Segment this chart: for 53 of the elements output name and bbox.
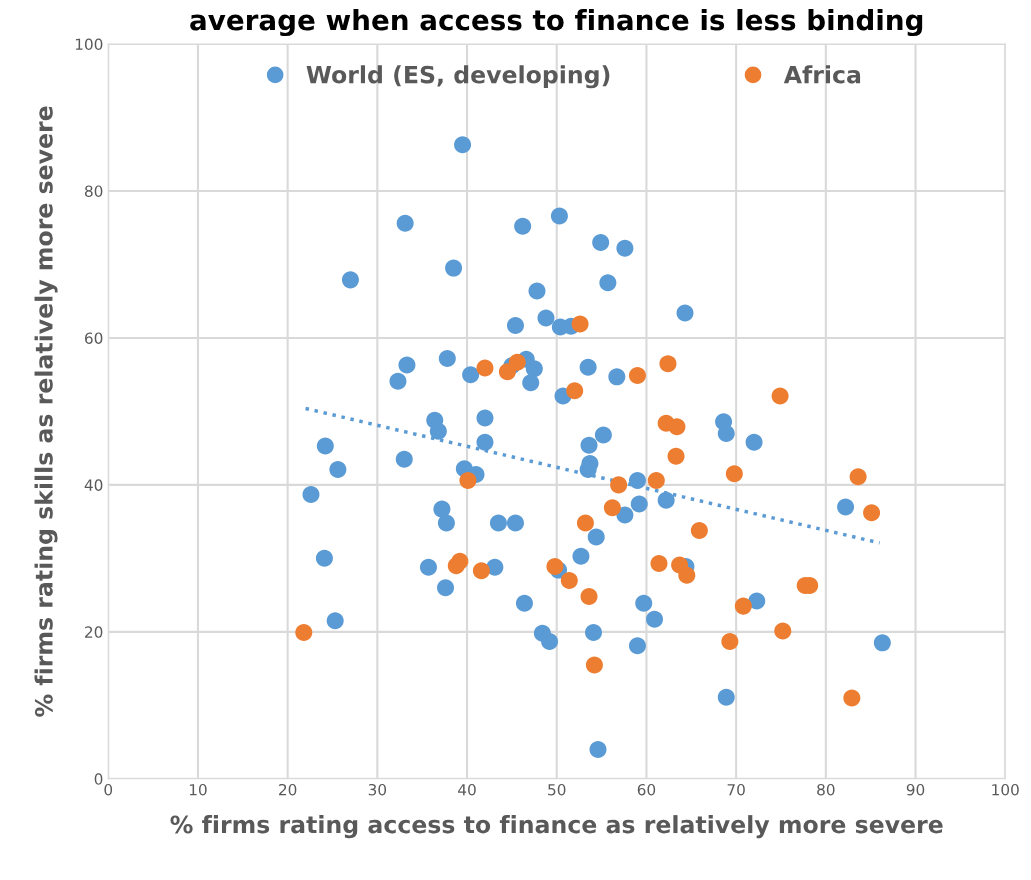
x-tick-label: 80 [817,783,835,796]
x-tick-label: 10 [189,783,207,796]
point [580,588,598,606]
point [603,499,621,517]
x-tick-label: 0 [104,783,113,796]
point [447,557,465,575]
point [849,468,867,486]
point [690,521,708,539]
point [774,622,792,640]
point [667,447,685,465]
point [472,562,490,580]
point [725,465,743,483]
x-tick-label: 20 [279,783,297,796]
y-tick-label: 20 [85,626,103,638]
point [546,557,564,575]
x-tick-label: 30 [368,783,387,796]
legend-label: Africa [783,65,861,84]
point [734,597,752,615]
point [576,514,594,532]
x-tick-label: 60 [637,783,656,796]
point [678,566,696,584]
y-axis-title: % firms rating skills as relatively more severe [34,106,58,717]
y-tick-label: 100 [75,38,103,51]
point [659,355,677,373]
point [721,632,739,650]
x-axis-title: % firms rating access to finance as relatively more severe [170,815,943,839]
point [668,418,686,436]
x-tick-label: 70 [727,783,745,796]
point [863,504,881,522]
y-tick-label: 0 [94,773,103,785]
y-tick-label: 60 [85,332,103,344]
x-tick-label: 90 [906,783,925,796]
point [647,471,665,489]
point [476,359,494,377]
point [295,624,313,642]
y-tick-label: 80 [84,185,103,197]
legend-label: World (ES, developing) [306,65,610,89]
y-tick-label: 40 [84,479,103,491]
point [650,555,668,573]
point [610,476,628,494]
chart-title: average when access to finance is less binding [190,9,923,37]
point [459,471,477,489]
x-tick-label: 100 [992,783,1019,796]
point [560,571,578,589]
point [498,363,516,381]
x-tick-label: 50 [548,783,566,796]
point [585,656,603,674]
point [571,315,589,333]
point [771,387,789,405]
point [843,689,861,707]
point [628,366,646,384]
point [566,382,584,400]
x-tick-label: 40 [458,783,476,796]
